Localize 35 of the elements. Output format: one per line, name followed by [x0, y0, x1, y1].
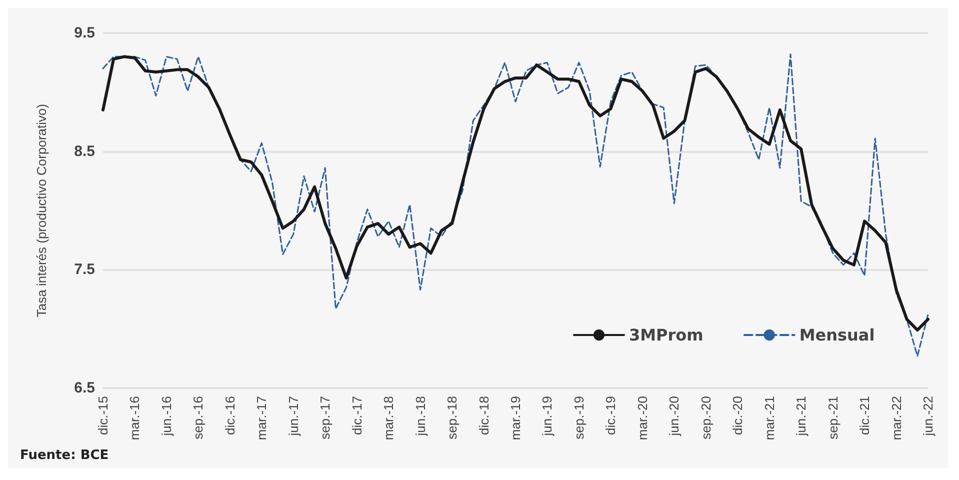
x-tick-label: jun.-20 [666, 396, 682, 437]
x-tick-label: mar.-19 [508, 396, 523, 440]
x-tick-label: sep.-18 [444, 396, 460, 440]
y-axis-title: Tasa interés (productivo Corporativo) [34, 104, 49, 318]
x-tick-label: dic.-20 [730, 396, 746, 436]
x-tick-label: mar.-22 [888, 396, 904, 440]
x-tick-label: sep.-16 [190, 396, 206, 440]
x-tick-label: jun.-18 [412, 396, 428, 437]
x-tick-label: jun.-21 [794, 396, 809, 437]
x-tick-label: jun.-17 [286, 396, 301, 437]
x-tick-label: sep.-17 [318, 396, 333, 440]
legend-label: 3MProm [629, 326, 704, 344]
x-tick-label: jun.-16 [158, 396, 174, 437]
x-tick-label: dic.-19 [603, 396, 618, 436]
y-tick-label: 7.5 [74, 261, 95, 278]
x-tick-label: dic.-17 [349, 396, 364, 436]
x-tick-label: sep.-20 [698, 396, 714, 440]
x-tick-label: sep.-19 [571, 396, 586, 440]
x-tick-label: dic.-21 [857, 396, 872, 436]
x-tick-label: jun.-22 [920, 396, 936, 437]
x-tick-label: dic.-15 [96, 396, 110, 436]
legend-label: Mensual [799, 326, 875, 344]
source-note: Fuente: BCE [20, 448, 109, 463]
x-tick-label: mar.-16 [127, 396, 142, 440]
x-tick-label: mar.-21 [762, 396, 777, 440]
x-tick-label: mar.-20 [634, 396, 650, 440]
y-tick-label: 9.5 [74, 24, 95, 42]
x-tick-label: jun.-19 [540, 396, 555, 437]
x-tick-label: sep.-21 [825, 396, 840, 440]
x-tick-label: mar.-17 [254, 396, 270, 440]
y-tick-label: 8.5 [74, 142, 95, 160]
x-tick-label: dic.-16 [222, 396, 238, 436]
y-tick-label: 6.5 [74, 380, 95, 396]
x-tick-label: dic.-18 [476, 396, 492, 436]
x-tick-label: mar.-18 [381, 396, 396, 440]
